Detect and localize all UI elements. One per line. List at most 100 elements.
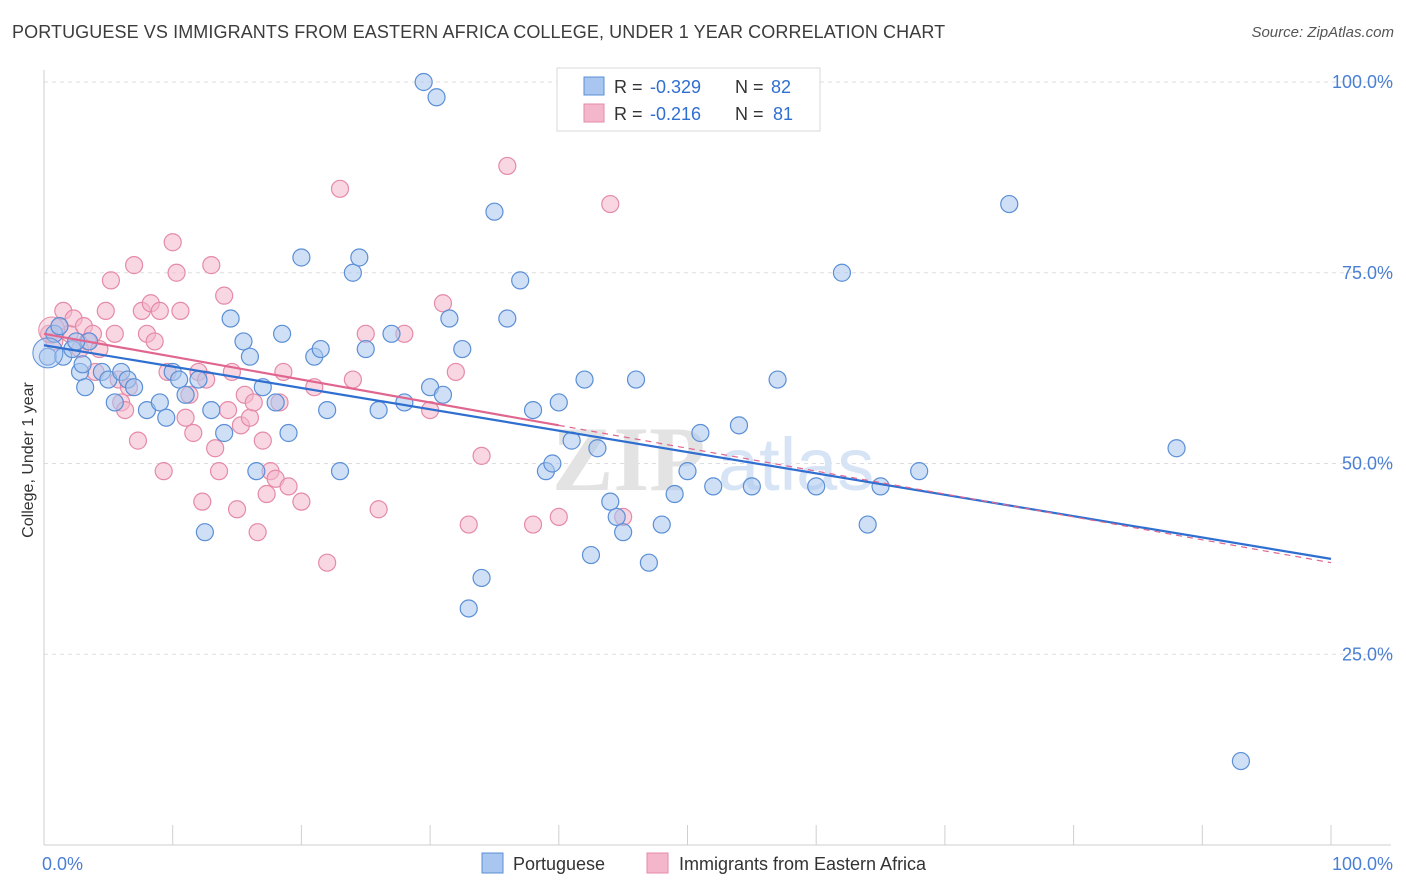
- portuguese-point: [729, 416, 749, 435]
- portuguese-point: [678, 462, 697, 481]
- portuguese-point: [1231, 751, 1251, 771]
- eastern-africa-point: [253, 431, 272, 450]
- portuguese-point: [292, 248, 311, 267]
- trend-line-eastern-africa: [43, 332, 559, 427]
- eastern-africa-point: [523, 515, 543, 534]
- portuguese-point: [189, 370, 208, 389]
- portuguese-point: [807, 477, 826, 496]
- chart-title: PORTUGUESE VS IMMIGRANTS FROM EASTERN AF…: [12, 22, 946, 42]
- eastern-africa-point: [218, 400, 238, 420]
- eastern-africa-point: [176, 408, 195, 427]
- x-tick-label: 0.0%: [42, 854, 83, 874]
- y-axis-title: College, Under 1 year: [20, 382, 37, 538]
- portuguese-point: [543, 454, 562, 473]
- portuguese-point: [472, 568, 491, 588]
- portuguese-point: [652, 515, 671, 534]
- stats-box: R = -0.329 N = 82 R = -0.216 N = 81: [556, 67, 821, 132]
- portuguese-point-cluster: [32, 337, 64, 369]
- eastern-africa-point: [105, 324, 124, 343]
- portuguese-point: [453, 339, 472, 359]
- portuguese-point: [311, 339, 330, 359]
- eastern-africa-point: [150, 301, 169, 320]
- portuguese-point: [221, 309, 240, 328]
- portuguese-point: [607, 507, 626, 527]
- portuguese-point: [343, 263, 362, 282]
- portuguese-point: [330, 462, 350, 481]
- portuguese-point: [858, 515, 877, 534]
- eastern-africa-point: [206, 439, 225, 458]
- stats-n-value-2: 81: [773, 104, 793, 124]
- portuguese-point: [124, 378, 144, 397]
- stats-n-label-2: N =: [735, 104, 764, 124]
- stats-r-value-1: -0.329: [650, 77, 701, 97]
- y-tick-label: 25.0%: [1342, 644, 1393, 664]
- eastern-africa-point: [128, 431, 148, 450]
- eastern-africa-point: [330, 179, 350, 198]
- portuguese-point: [170, 370, 189, 389]
- eastern-africa-point: [446, 362, 465, 382]
- eastern-africa-point: [209, 462, 229, 481]
- portuguese-point: [440, 309, 459, 328]
- grid: [44, 81, 1391, 655]
- stats-r-label-1: R =: [614, 77, 643, 97]
- portuguese-point: [202, 400, 221, 420]
- portuguese-point: [588, 439, 607, 458]
- portuguese-point: [247, 462, 266, 481]
- portuguese-point: [581, 545, 601, 565]
- portuguese-point: [240, 347, 260, 366]
- legend-label-portuguese: Portuguese: [513, 854, 605, 874]
- portuguese-point: [105, 393, 124, 412]
- portuguese-point: [427, 88, 446, 107]
- eastern-africa-point: [184, 423, 203, 443]
- eastern-africa-point: [549, 507, 568, 527]
- portuguese-point: [279, 423, 298, 443]
- portuguese-point: [910, 462, 929, 481]
- portuguese-points: [32, 72, 1251, 771]
- stats-r-value-2: -0.216: [650, 104, 701, 124]
- portuguese-point: [382, 324, 401, 343]
- eastern-africa-point: [202, 256, 221, 275]
- portuguese-point: [691, 423, 710, 443]
- y-tick-label: 50.0%: [1342, 454, 1393, 474]
- portuguese-point: [704, 477, 723, 496]
- y-tick-label: 75.0%: [1342, 263, 1393, 283]
- portuguese-point: [485, 202, 504, 221]
- watermark-atlas: atlas: [718, 423, 874, 506]
- portuguese-point: [356, 339, 375, 359]
- x-tick-label: 100.0%: [1332, 854, 1393, 874]
- portuguese-point: [832, 263, 852, 282]
- eastern-africa-point: [601, 194, 620, 214]
- portuguese-point: [768, 370, 787, 389]
- eastern-africa-point: [472, 446, 491, 465]
- portuguese-point: [318, 400, 337, 420]
- stats-n-value-1: 82: [771, 77, 791, 97]
- eastern-africa-point: [171, 301, 190, 320]
- portuguese-point: [1000, 194, 1019, 214]
- portuguese-point: [369, 400, 388, 420]
- portuguese-point: [234, 332, 253, 351]
- portuguese-point: [176, 385, 195, 404]
- eastern-africa-point: [369, 500, 388, 519]
- portuguese-point: [459, 599, 478, 618]
- portuguese-point: [871, 477, 890, 496]
- stats-r-label-2: R =: [614, 104, 643, 124]
- eastern-africa-point: [163, 233, 182, 252]
- portuguese-point: [50, 317, 69, 336]
- trend-lines: [43, 332, 1332, 564]
- portuguese-point: [601, 492, 620, 511]
- eastern-africa-point: [248, 523, 267, 542]
- eastern-africa-point: [101, 271, 121, 290]
- eastern-africa-point: [318, 553, 337, 572]
- eastern-africa-point: [498, 156, 517, 176]
- eastern-africa-point: [124, 256, 144, 275]
- eastern-africa-point: [154, 462, 173, 481]
- portuguese-point: [742, 477, 761, 496]
- eastern-africa-point: [215, 286, 234, 305]
- portuguese-point: [157, 408, 176, 427]
- portuguese-point: [549, 393, 568, 412]
- eastern-africa-point: [292, 492, 311, 511]
- portuguese-point: [272, 324, 292, 343]
- eastern-africa-points: [38, 103, 633, 572]
- stats-n-label-1: N =: [735, 77, 764, 97]
